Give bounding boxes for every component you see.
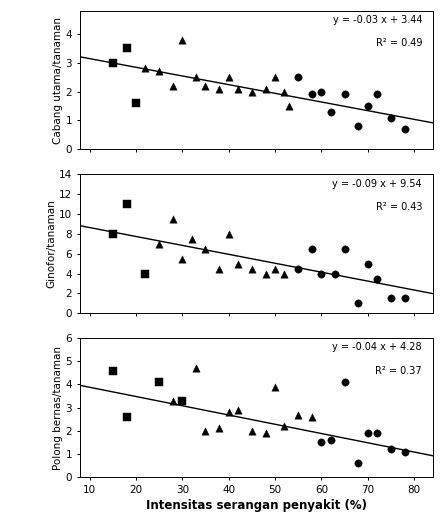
Point: [179, 36, 186, 44]
Point: [262, 429, 269, 437]
Point: [387, 294, 394, 303]
X-axis label: Intensitas serangan penyakit (%): Intensitas serangan penyakit (%): [146, 499, 367, 513]
Point: [169, 215, 177, 223]
Point: [281, 422, 288, 430]
Point: [225, 73, 232, 81]
Y-axis label: Polong bernas/tanaman: Polong bernas/tanaman: [53, 346, 62, 470]
Point: [262, 84, 269, 93]
Point: [364, 102, 371, 110]
Point: [225, 408, 232, 417]
Point: [202, 427, 209, 435]
Point: [387, 445, 394, 454]
Point: [156, 378, 163, 386]
Point: [318, 438, 325, 447]
Point: [156, 240, 163, 248]
Point: [318, 87, 325, 96]
Point: [373, 274, 380, 282]
Point: [202, 244, 209, 253]
Point: [248, 427, 256, 435]
Point: [225, 229, 232, 238]
Point: [285, 102, 293, 110]
Point: [123, 413, 130, 421]
Point: [364, 429, 371, 437]
Text: R² = 0.49: R² = 0.49: [376, 38, 422, 48]
Point: [109, 229, 116, 238]
Point: [188, 235, 195, 243]
Point: [234, 259, 241, 268]
Point: [332, 269, 339, 278]
Point: [327, 108, 334, 116]
Y-axis label: Cabang utama/tanaman: Cabang utama/tanaman: [53, 16, 62, 144]
Point: [341, 378, 348, 386]
Point: [216, 264, 223, 273]
Point: [341, 244, 348, 253]
Point: [109, 58, 116, 67]
Point: [156, 67, 163, 76]
Point: [281, 269, 288, 278]
Point: [193, 73, 200, 81]
Point: [123, 44, 130, 52]
Point: [309, 413, 316, 421]
Text: y = -0.03 x + 3.44: y = -0.03 x + 3.44: [333, 15, 422, 25]
Point: [327, 436, 334, 444]
Point: [272, 73, 279, 81]
Text: R² = 0.43: R² = 0.43: [376, 202, 422, 212]
Point: [295, 73, 302, 81]
Y-axis label: Ginofor/tanaman: Ginofor/tanaman: [46, 199, 56, 288]
Point: [309, 244, 316, 253]
Point: [281, 87, 288, 96]
Point: [364, 259, 371, 268]
Point: [295, 264, 302, 273]
Point: [234, 405, 241, 414]
Point: [401, 294, 409, 303]
Point: [109, 366, 116, 375]
Text: R² = 0.37: R² = 0.37: [376, 366, 422, 376]
Point: [373, 429, 380, 437]
Point: [401, 125, 409, 134]
Point: [272, 264, 279, 273]
Point: [142, 64, 149, 73]
Point: [262, 269, 269, 278]
Point: [169, 396, 177, 405]
Text: y = -0.09 x + 9.54: y = -0.09 x + 9.54: [332, 179, 422, 189]
Point: [318, 269, 325, 278]
Point: [272, 383, 279, 391]
Point: [248, 264, 256, 273]
Point: [355, 459, 362, 467]
Point: [341, 90, 348, 99]
Point: [216, 424, 223, 432]
Point: [179, 254, 186, 263]
Point: [401, 447, 409, 456]
Point: [355, 122, 362, 130]
Point: [169, 82, 177, 90]
Point: [142, 269, 149, 278]
Point: [295, 410, 302, 419]
Text: y = -0.04 x + 4.28: y = -0.04 x + 4.28: [332, 342, 422, 352]
Point: [123, 200, 130, 208]
Point: [216, 84, 223, 93]
Point: [202, 82, 209, 90]
Point: [193, 364, 200, 373]
Point: [387, 113, 394, 122]
Point: [355, 299, 362, 307]
Point: [373, 90, 380, 99]
Point: [234, 84, 241, 93]
Point: [309, 90, 316, 99]
Point: [179, 396, 186, 405]
Point: [132, 99, 140, 108]
Point: [248, 87, 256, 96]
